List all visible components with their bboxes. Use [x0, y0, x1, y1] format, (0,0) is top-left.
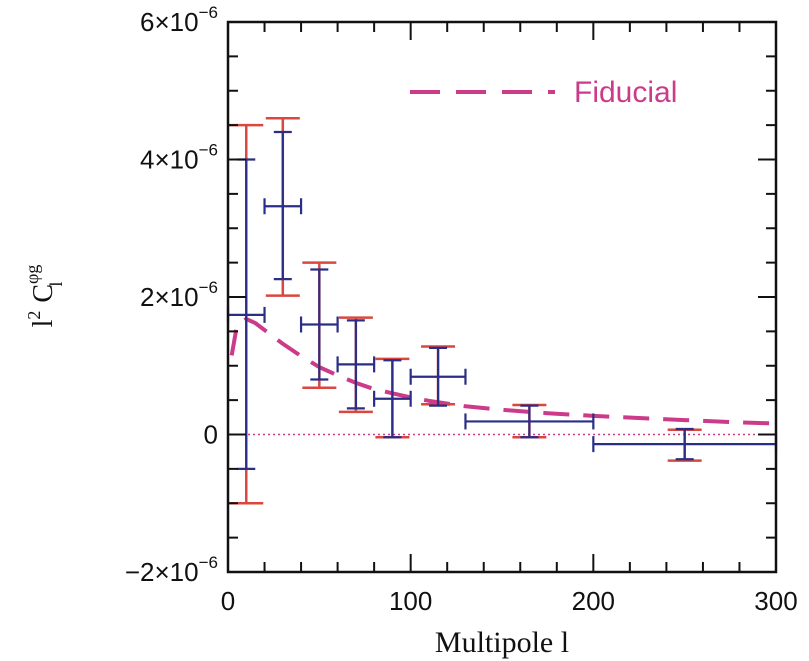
legend: Fiducial	[410, 76, 677, 109]
x-tick-label: 300	[754, 586, 797, 616]
data-point-4	[374, 360, 411, 437]
legend-label: Fiducial	[574, 76, 677, 109]
fiducial-curve	[232, 319, 776, 424]
data-point-6	[465, 406, 593, 438]
svg-text:l2Cφgl: l2Cφgl	[22, 265, 66, 328]
inner-errorbar-layer	[228, 132, 776, 469]
y-tick-mantissa: 0	[204, 420, 218, 450]
y-tick-label: −2×10−6	[125, 553, 218, 587]
y-tick-label: 2×10−6	[140, 278, 218, 312]
y-tick-label: 0	[204, 420, 218, 450]
data-point-5	[411, 348, 466, 406]
axes-layer	[228, 22, 776, 572]
y-axis-title-phig: φg	[22, 265, 42, 284]
y-axis-title: l2Cφgl	[22, 265, 66, 328]
x-tick-label: 200	[572, 586, 615, 616]
y-axis-title-sub: l	[46, 282, 66, 287]
y-tick-exponent: −6	[199, 278, 218, 297]
data-point-7	[593, 429, 776, 459]
y-tick-mantissa: 4×10	[140, 145, 199, 175]
fiducial-layer	[232, 319, 776, 424]
data-point-1	[265, 132, 302, 279]
y-tick-label: 6×10−6	[140, 3, 218, 37]
outer-errorbar-layer	[229, 118, 701, 503]
x-tick-label: 0	[221, 586, 235, 616]
y-tick-exponent: −6	[199, 3, 218, 22]
data-point-2	[301, 270, 338, 380]
y-tick-exponent: −6	[199, 553, 218, 572]
x-axis-title: Multipole l	[435, 626, 569, 659]
y-tick-mantissa: −2×10	[125, 557, 199, 587]
plot-frame	[228, 22, 776, 572]
y-tick-exponent: −6	[199, 141, 218, 160]
x-tick-label: 100	[389, 586, 432, 616]
data-point-0	[228, 160, 265, 469]
y-tick-label: 4×10−6	[140, 141, 218, 175]
y-axis-title-sup: 2	[24, 311, 44, 320]
y-tick-mantissa: 6×10	[140, 7, 199, 37]
data-point-3	[338, 320, 375, 408]
y-tick-mantissa: 2×10	[140, 282, 199, 312]
